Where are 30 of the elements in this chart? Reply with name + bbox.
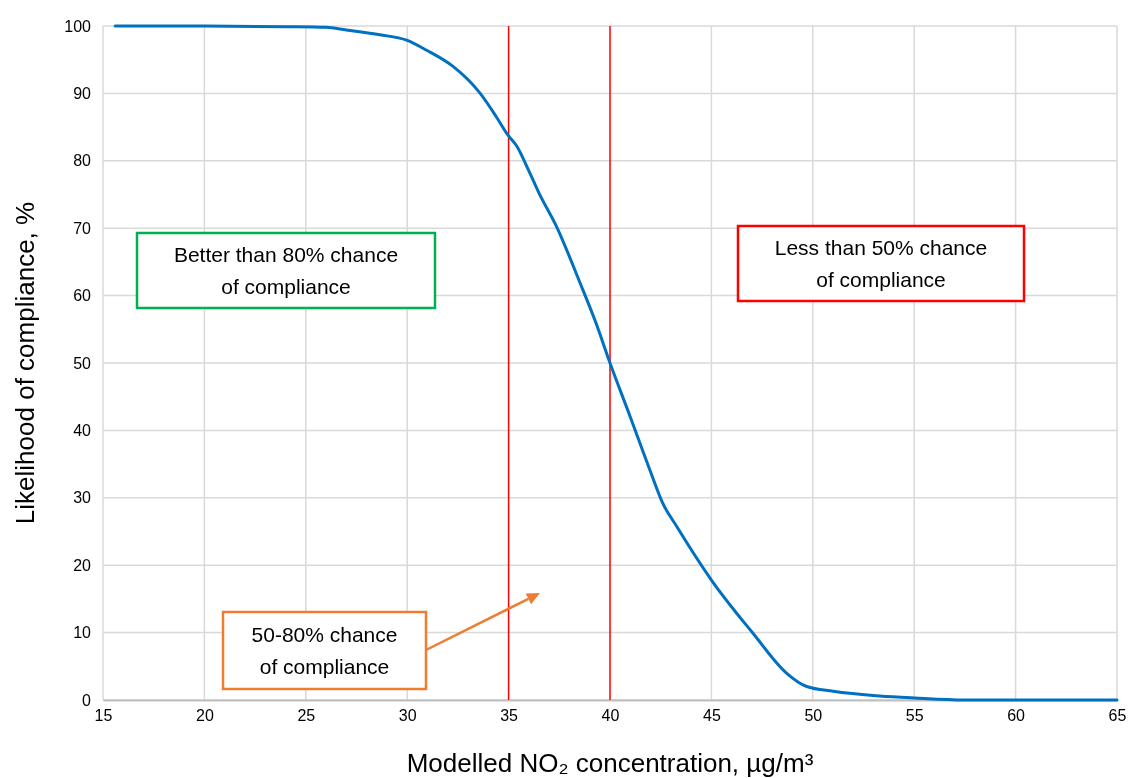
x-tick-label: 35 — [500, 707, 519, 725]
x-tick-label: 20 — [196, 707, 214, 725]
text-box: Less than 50% chance of compliance — [736, 224, 1026, 303]
x-tick-label: 50 — [804, 707, 823, 725]
x-tick-label: 65 — [1108, 707, 1127, 725]
x-tick-label: 40 — [601, 707, 620, 725]
annotation: Less than 50% chance of compliance — [774, 235, 988, 291]
y-tick-label: 60 — [73, 287, 92, 305]
annotation: 50-80% chance of compliance — [251, 622, 398, 678]
y-tick-label: 30 — [73, 489, 92, 507]
x-tick-label: 45 — [703, 707, 721, 725]
y-tick-label: 100 — [64, 17, 92, 35]
x-tick-label: 60 — [1007, 707, 1026, 725]
y-tick-label: 0 — [82, 691, 92, 709]
annotation: Better than 80% chance of compliance — [173, 242, 399, 298]
x-tick-label: 25 — [297, 707, 316, 725]
y-axis-title: Likelihood of compliance, % — [10, 201, 40, 525]
y-tick-label: 90 — [73, 85, 92, 103]
y-tick-label: 10 — [73, 624, 92, 642]
text-box: 50-80% chance of compliance — [221, 610, 428, 691]
text-box: Better than 80% chance of compliance — [135, 231, 437, 310]
x-tick-label: 15 — [94, 707, 113, 725]
y-tick-label: 20 — [73, 556, 92, 574]
y-tick-label: 40 — [73, 422, 92, 440]
y-tick-label: 70 — [73, 219, 92, 237]
x-axis-title: Modelled NO₂ concentration, µg/m³ — [406, 748, 814, 778]
y-tick-label: 50 — [73, 354, 92, 372]
x-tick-label: 55 — [905, 707, 924, 725]
y-tick-label: 80 — [73, 152, 92, 170]
x-tick-label: 30 — [398, 707, 417, 725]
